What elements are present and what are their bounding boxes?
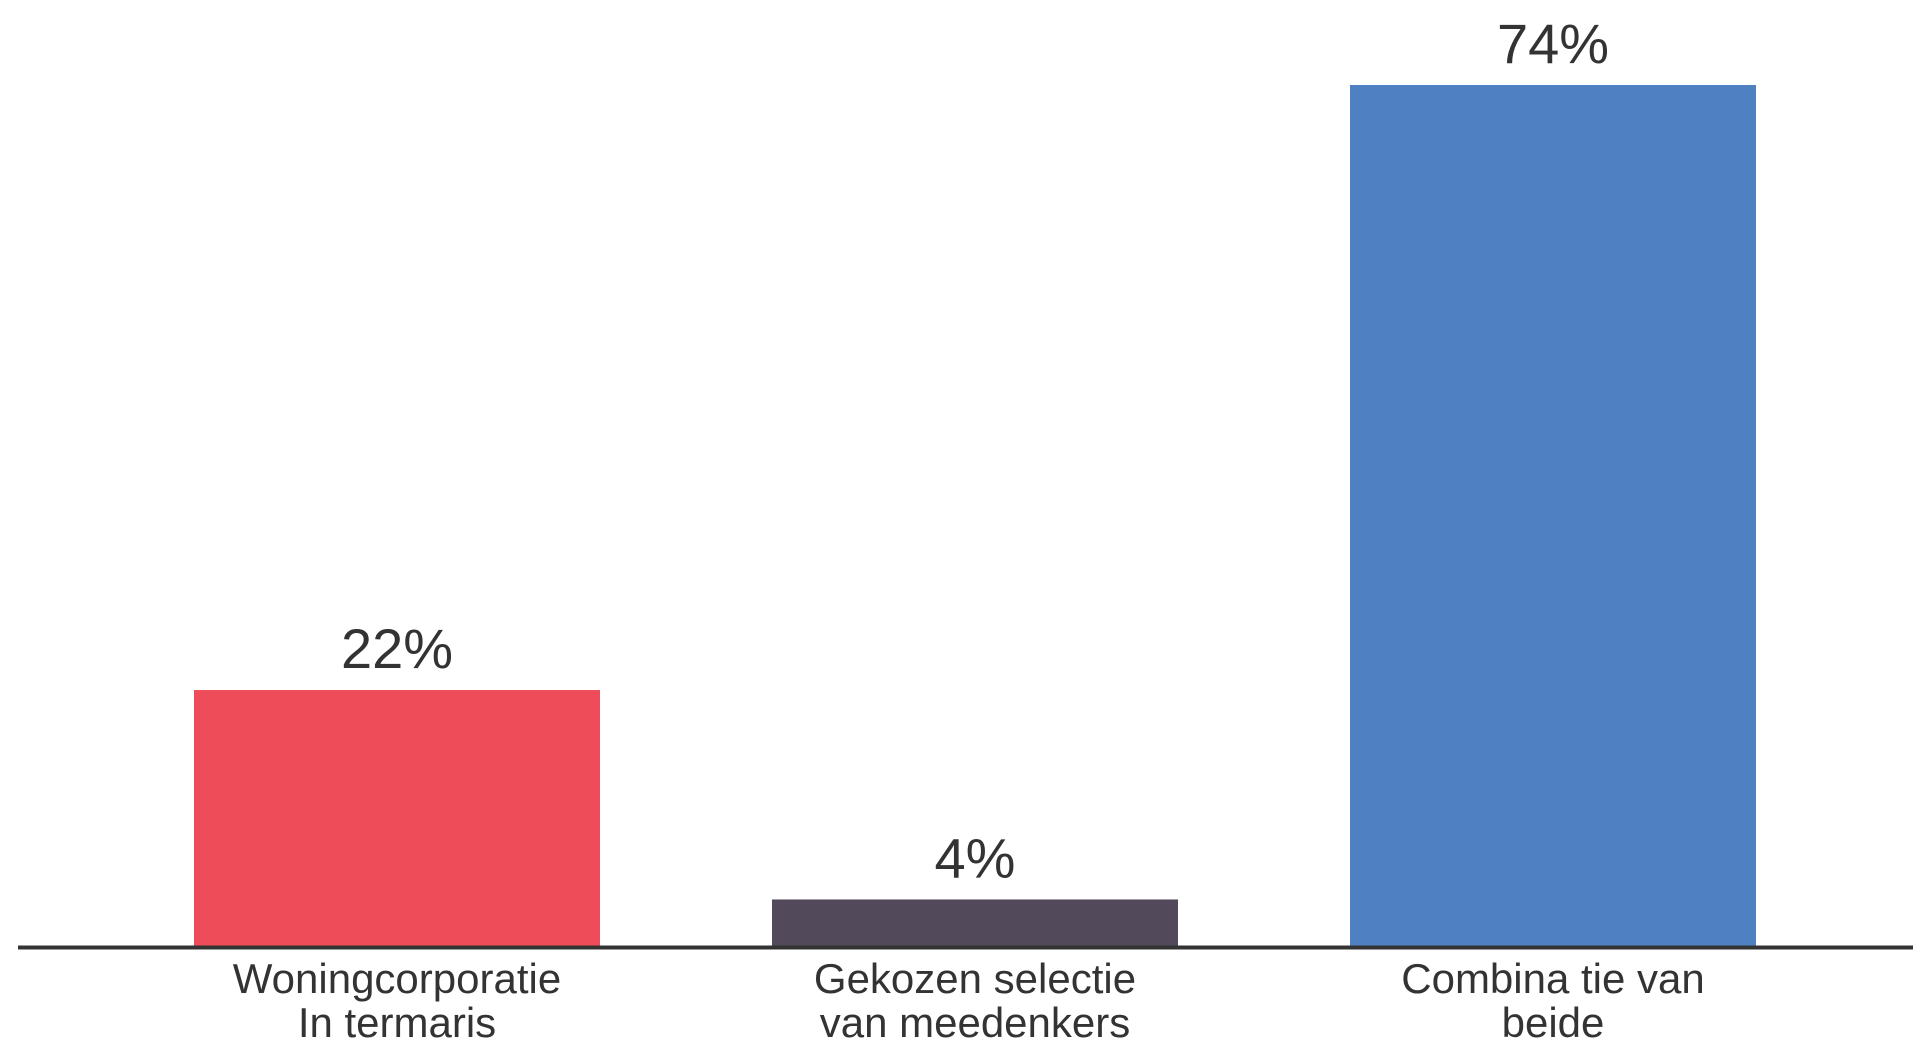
bar-1: [194, 690, 600, 946]
category-label-3-line-2: beide: [1502, 999, 1605, 1046]
category-label-1-line-1: Woningcorporatie: [233, 955, 561, 1002]
bar-3: [1350, 85, 1756, 946]
bar-2: [772, 899, 1178, 946]
value-labels-group: 22% 4% 74%: [341, 12, 1609, 889]
value-label-2: 4%: [935, 826, 1016, 889]
category-label-1-line-2: In termaris: [298, 999, 496, 1046]
value-label-1: 22%: [341, 617, 453, 680]
category-label-2-line-1: Gekozen selectie: [814, 955, 1136, 1002]
category-label-3-line-1: Combina tie van: [1401, 955, 1705, 1002]
bars-group: [194, 85, 1756, 946]
category-label-2-line-2: van meedenkers: [820, 999, 1131, 1046]
value-label-3: 74%: [1497, 12, 1609, 75]
